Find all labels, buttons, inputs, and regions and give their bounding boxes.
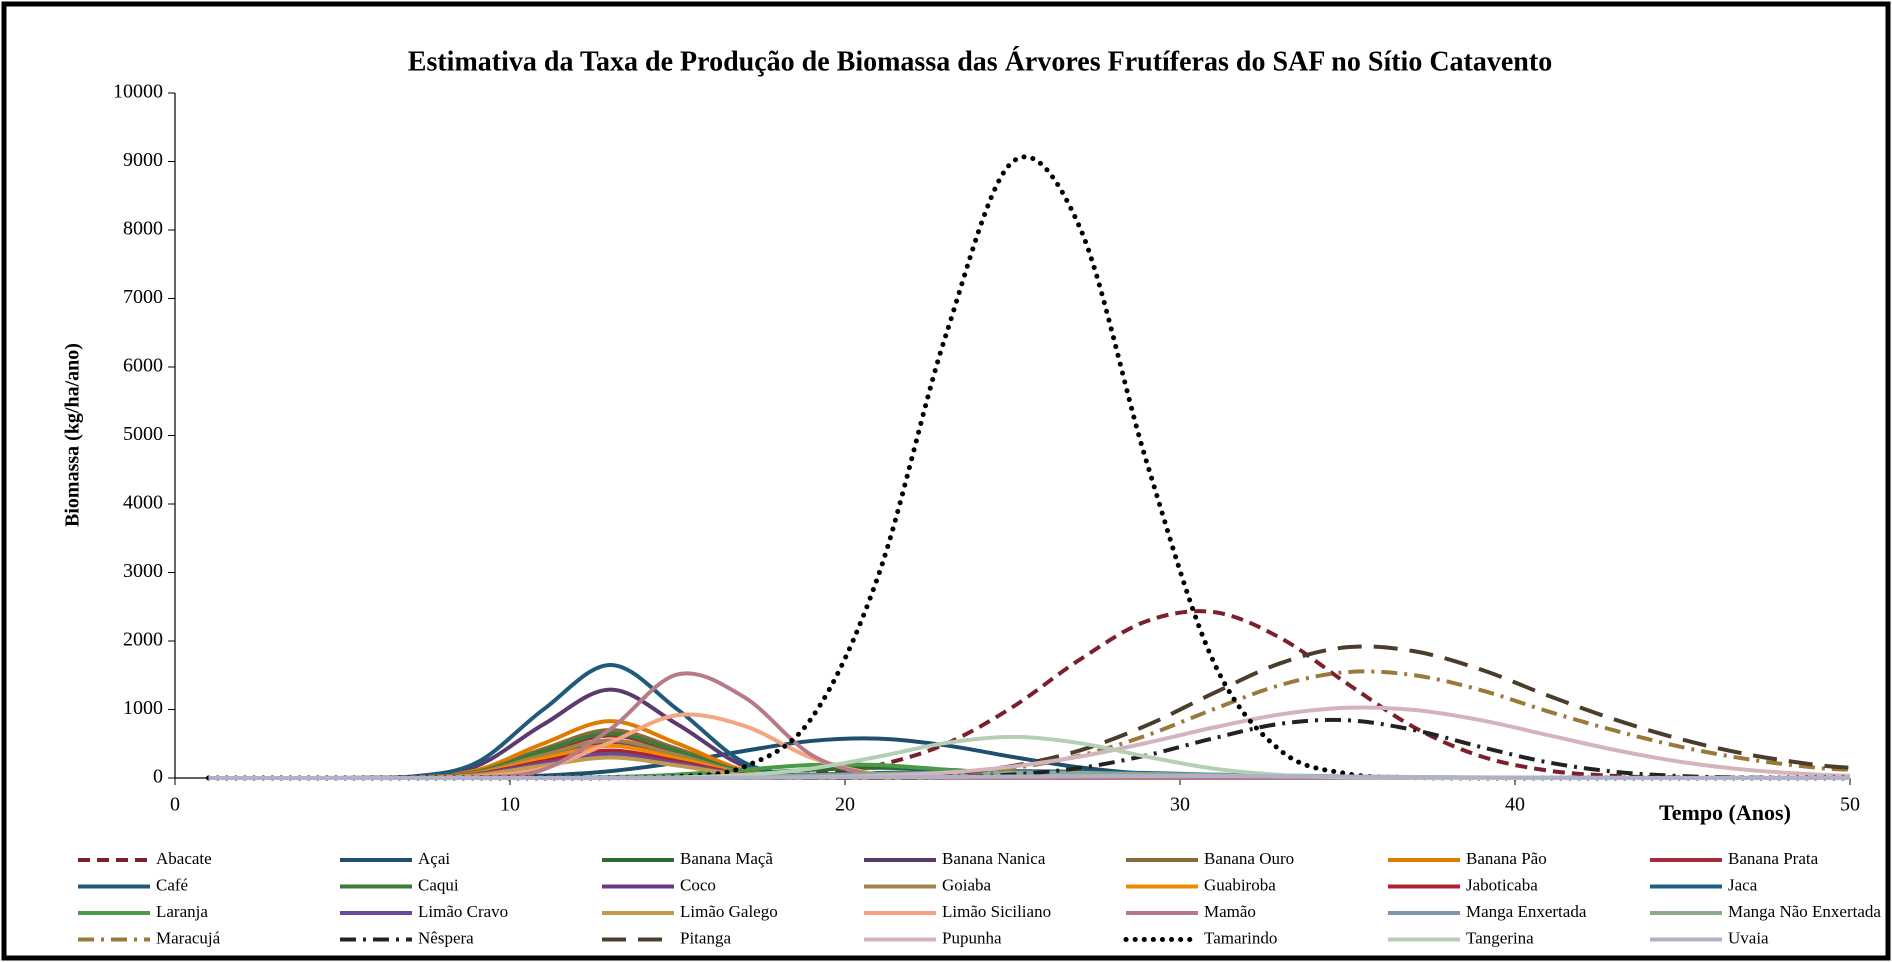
- x-tick-label: 10: [500, 794, 520, 816]
- legend-label: Uvaia: [1728, 928, 1769, 947]
- legend-label: Tangerina: [1466, 928, 1534, 947]
- y-tick-label: 1000: [123, 697, 163, 719]
- legend-label: Mamão: [1204, 902, 1256, 921]
- legend-label: Banana Nanica: [942, 849, 1046, 868]
- legend-label: Coco: [680, 875, 716, 894]
- y-tick-label: 8000: [123, 218, 163, 240]
- legend-label: Pitanga: [680, 928, 731, 947]
- legend-label: Açai: [418, 849, 450, 868]
- legend-label: Jaboticaba: [1466, 875, 1538, 894]
- legend-label: Caqui: [418, 875, 459, 894]
- legend-label: Limão Cravo: [418, 902, 508, 921]
- y-tick-label: 10000: [113, 81, 163, 103]
- y-tick-label: 5000: [123, 423, 163, 445]
- x-tick-label: 30: [1170, 794, 1190, 816]
- legend-label: Tamarindo: [1204, 928, 1277, 947]
- legend-label: Café: [156, 875, 188, 894]
- y-tick-label: 9000: [123, 149, 163, 171]
- legend-label: Guabiroba: [1204, 875, 1276, 894]
- legend-label: Manga Enxertada: [1466, 902, 1587, 921]
- legend-label: Nêspera: [418, 928, 474, 947]
- x-tick-label: 0: [170, 794, 180, 816]
- legend-label: Banana Ouro: [1204, 849, 1294, 868]
- legend-label: Maracujá: [156, 928, 221, 947]
- y-tick-label: 0: [153, 766, 163, 788]
- legend-label: Banana Prata: [1728, 849, 1819, 868]
- chart-title: Estimativa da Taxa de Produção de Biomas…: [408, 46, 1552, 77]
- legend-label: Manga Não Enxertada: [1728, 902, 1881, 921]
- x-axis-label: Tempo (Anos): [1659, 800, 1791, 825]
- legend-label: Banana Maçã: [680, 849, 773, 868]
- legend-label: Limão Galego: [680, 902, 778, 921]
- legend-label: Limão Siciliano: [942, 902, 1051, 921]
- series-line: [208, 773, 1850, 781]
- y-axis-label: Biomassa (kg/ha/ano): [62, 343, 84, 527]
- legend-label: Pupunha: [942, 928, 1002, 947]
- legend-label: Banana Pão: [1466, 849, 1547, 868]
- x-tick-label: 50: [1840, 794, 1860, 816]
- y-tick-label: 2000: [123, 629, 163, 651]
- legend-label: Jaca: [1728, 875, 1758, 894]
- y-tick-label: 7000: [123, 286, 163, 308]
- legend-label: Goiaba: [942, 875, 992, 894]
- y-tick-label: 6000: [123, 355, 163, 377]
- y-tick-label: 3000: [123, 560, 163, 582]
- legend-label: Laranja: [156, 902, 208, 921]
- legend-label: Abacate: [156, 849, 212, 868]
- x-tick-label: 40: [1505, 794, 1525, 816]
- y-tick-label: 4000: [123, 492, 163, 514]
- x-tick-label: 20: [835, 794, 855, 816]
